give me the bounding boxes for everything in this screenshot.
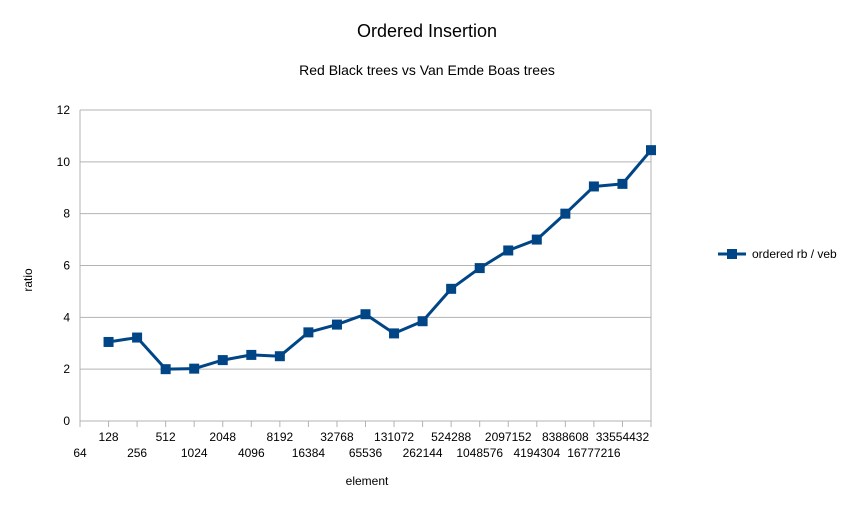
data-point-marker — [588, 181, 599, 192]
x-tick-label: 32768 — [320, 430, 354, 444]
x-tick-label: 131072 — [374, 430, 414, 444]
x-tick-label: 4096 — [238, 446, 265, 460]
y-tick-label: 2 — [63, 362, 70, 376]
x-tick-label: 524288 — [431, 430, 471, 444]
x-tick-label: 33554432 — [596, 430, 650, 444]
legend-marker-swatch — [727, 249, 737, 259]
x-tick-label: 2048 — [209, 430, 236, 444]
data-point-marker — [331, 319, 342, 330]
y-tick-labels: 0 2 4 6 8 10 12 — [57, 103, 71, 428]
y-tick-label: 4 — [63, 310, 70, 324]
x-tick-label: 262144 — [403, 446, 443, 460]
x-tick-label: 128 — [99, 430, 119, 444]
data-point-marker — [132, 332, 143, 343]
x-tick-label: 65536 — [349, 446, 383, 460]
data-point-marker — [189, 363, 200, 374]
legend-label: ordered rb / veb — [752, 247, 837, 261]
chart-subtitle: Red Black trees vs Van Emde Boas trees — [299, 62, 555, 78]
x-tick-label: 4194304 — [513, 446, 560, 460]
data-point-marker — [646, 145, 656, 156]
data-point-marker — [246, 349, 257, 360]
legend: ordered rb / veb — [718, 247, 837, 261]
y-tick-label: 6 — [63, 259, 70, 273]
data-point-marker — [160, 364, 171, 375]
axes — [79, 110, 652, 427]
x-tick-label: 16777216 — [567, 446, 621, 460]
data-point-marker — [531, 234, 542, 245]
x-tick-label: 1048576 — [456, 446, 503, 460]
data-point-marker — [217, 355, 228, 366]
x-axis-label: element — [346, 474, 389, 488]
data-point-marker — [303, 327, 314, 338]
series-layer — [103, 145, 656, 375]
data-point-marker — [417, 316, 428, 327]
data-point-marker — [274, 351, 285, 362]
chart-title: Ordered Insertion — [357, 21, 497, 41]
gridlines — [80, 109, 651, 370]
series-line — [108, 149, 653, 371]
data-point-marker — [617, 178, 628, 189]
data-point-marker — [103, 336, 114, 347]
y-tick-label: 8 — [63, 207, 70, 221]
x-tick-label: 256 — [127, 446, 147, 460]
x-tick-label: 512 — [156, 430, 176, 444]
data-point-marker — [446, 283, 457, 294]
x-tick-label: 16384 — [292, 446, 326, 460]
x-tick-label: 1024 — [181, 446, 208, 460]
x-tick-label: 2097152 — [485, 430, 532, 444]
data-point-marker — [389, 328, 400, 339]
data-point-marker — [360, 309, 371, 320]
y-axis-label: ratio — [21, 268, 35, 292]
data-point-marker — [474, 263, 485, 274]
data-point-marker — [503, 245, 514, 256]
x-tick-label: 8192 — [266, 430, 293, 444]
x-tick-label: 8388608 — [542, 430, 589, 444]
y-tick-label: 0 — [63, 414, 70, 428]
x-tick-label: 64 — [73, 446, 87, 460]
y-tick-label: 10 — [57, 155, 71, 169]
data-point-marker — [560, 208, 571, 219]
y-tick-label: 12 — [57, 103, 71, 117]
